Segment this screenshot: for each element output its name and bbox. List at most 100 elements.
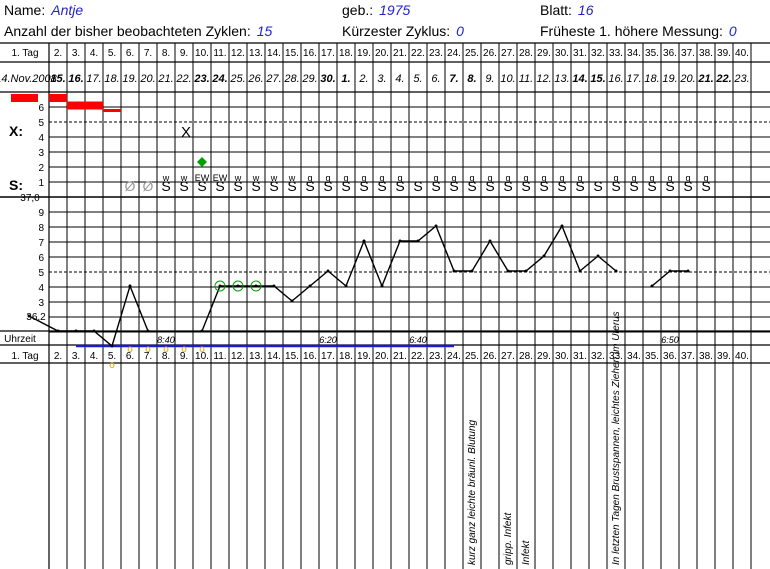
date-cell: 2. [358, 73, 368, 85]
day-number: 19. [357, 48, 371, 59]
date-cell: 6. [431, 73, 440, 85]
time-value: 6:50 [661, 335, 679, 345]
day-number: 32. [591, 48, 605, 59]
date-cell: 22. [175, 73, 191, 85]
date-cell: 13. [554, 73, 569, 85]
date-cell: 20. [679, 73, 695, 85]
day-number-bottom: 6. [126, 351, 134, 362]
date-cell: 29. [301, 73, 317, 85]
orange-mark: o [145, 344, 151, 355]
day-number: 11. [213, 48, 226, 59]
mucus-symbol: S [179, 178, 188, 194]
date-cell: 8. [467, 73, 476, 85]
temperature-point [74, 329, 78, 333]
temperature-point [344, 284, 348, 288]
temperature-point [200, 329, 204, 333]
note-text: In letzten Tagen Brustspannen, leichtes … [611, 311, 622, 565]
date-cell: 18. [104, 73, 119, 85]
bleeding-scale-label: 2 [38, 163, 44, 174]
bleeding-bar [11, 94, 38, 102]
circled-temperature [250, 280, 262, 292]
temp-scale-label: 5 [38, 268, 44, 279]
day-number-bottom: 39. [717, 351, 731, 362]
mucus-symbol: S [395, 178, 404, 194]
bleeding-scale-label: 1 [38, 178, 44, 189]
temp-scale-label: 4 [38, 283, 44, 294]
day-number-bottom: 33. [609, 351, 623, 362]
temperature-point [470, 269, 474, 273]
mucus-superscript: g [703, 173, 708, 183]
mucus-superscript: g [613, 173, 618, 183]
date-cell: 9. [485, 73, 494, 85]
day-number-bottom: 8. [162, 351, 170, 362]
mucus-superscript: g [487, 173, 492, 183]
temperature-line [651, 270, 688, 287]
mucus-symbol: S [575, 178, 584, 194]
date-cell: 24. [211, 73, 227, 85]
day-number: 38. [699, 48, 713, 59]
orange-mark: o [163, 344, 169, 355]
date-cell: 3. [377, 73, 386, 85]
name-field: Name: Antje [4, 2, 84, 18]
mucus-symbol: S [413, 178, 422, 194]
mucus-superscript: g [685, 173, 690, 183]
mucus-symbol: S [521, 178, 530, 194]
mucus-symbol: S [647, 178, 656, 194]
mucus-symbol: S [305, 178, 314, 194]
date-cell: 11. [519, 73, 533, 85]
day-number-bottom: 35. [645, 351, 659, 362]
time-value: 6:40 [409, 335, 427, 345]
day-number: 15. [285, 48, 299, 59]
day-number: 33. [609, 48, 623, 59]
mucus-symbol: S [287, 178, 296, 194]
temp-scale-label: 9 [38, 208, 44, 219]
date-cell: 15. [590, 73, 605, 85]
temperature-point [542, 254, 546, 258]
day-number: 39. [717, 48, 731, 59]
mucus-superscript: g [631, 173, 636, 183]
mucus-superscript: g [397, 173, 402, 183]
first-day-label-bottom: 1. Tag [11, 351, 38, 362]
day-number: 9. [180, 48, 188, 59]
temperature-point [290, 299, 294, 303]
temp-bottom-label: 36,2 [26, 312, 46, 323]
day-number-bottom: 36. [663, 351, 677, 362]
first-day-label: 1. Tag [11, 48, 38, 59]
day-number: 10. [195, 48, 209, 59]
day-number-bottom: 15. [285, 351, 299, 362]
temperature-point [110, 344, 114, 348]
day-number-bottom: 19. [357, 351, 371, 362]
mucus-superscript: g [667, 173, 672, 183]
mucus-superscript: g [541, 173, 546, 183]
day-number-bottom: 18. [339, 351, 353, 362]
day-number-bottom: 3. [72, 351, 80, 362]
day-number: 24. [447, 48, 461, 59]
date-cell: 17. [626, 73, 641, 85]
bleeding-scale-label: 3 [38, 148, 44, 159]
day-number-bottom: 20. [375, 351, 389, 362]
temperature-point [668, 269, 672, 273]
day-number: 18. [339, 48, 353, 59]
day-number-bottom: 13. [249, 351, 263, 362]
temperature-point [254, 284, 258, 288]
mucus-symbol: S [233, 178, 242, 194]
mucus-superscript: w [162, 173, 170, 183]
mucus-symbol: S [359, 178, 368, 194]
date-cell: 1. [341, 73, 350, 85]
mucus-symbol: S [539, 178, 548, 194]
temp-scale-label: 3 [38, 298, 44, 309]
temp-scale-label: 8 [38, 223, 44, 234]
x-mark: X [181, 124, 191, 141]
day-number: 40. [735, 48, 749, 59]
temperature-point [416, 239, 420, 243]
mucus-symbol: S [215, 178, 224, 194]
mucus-superscript: EW [213, 173, 228, 183]
mucus-superscript: g [361, 173, 366, 183]
day-number: 16. [303, 48, 317, 59]
temperature-point [56, 329, 60, 333]
date-cell: 7. [449, 73, 458, 85]
mucus-symbol: S [611, 178, 620, 194]
day-number-bottom: 14. [267, 351, 281, 362]
time-value: 8:40 [157, 335, 175, 345]
date-cell: 17. [86, 73, 101, 85]
